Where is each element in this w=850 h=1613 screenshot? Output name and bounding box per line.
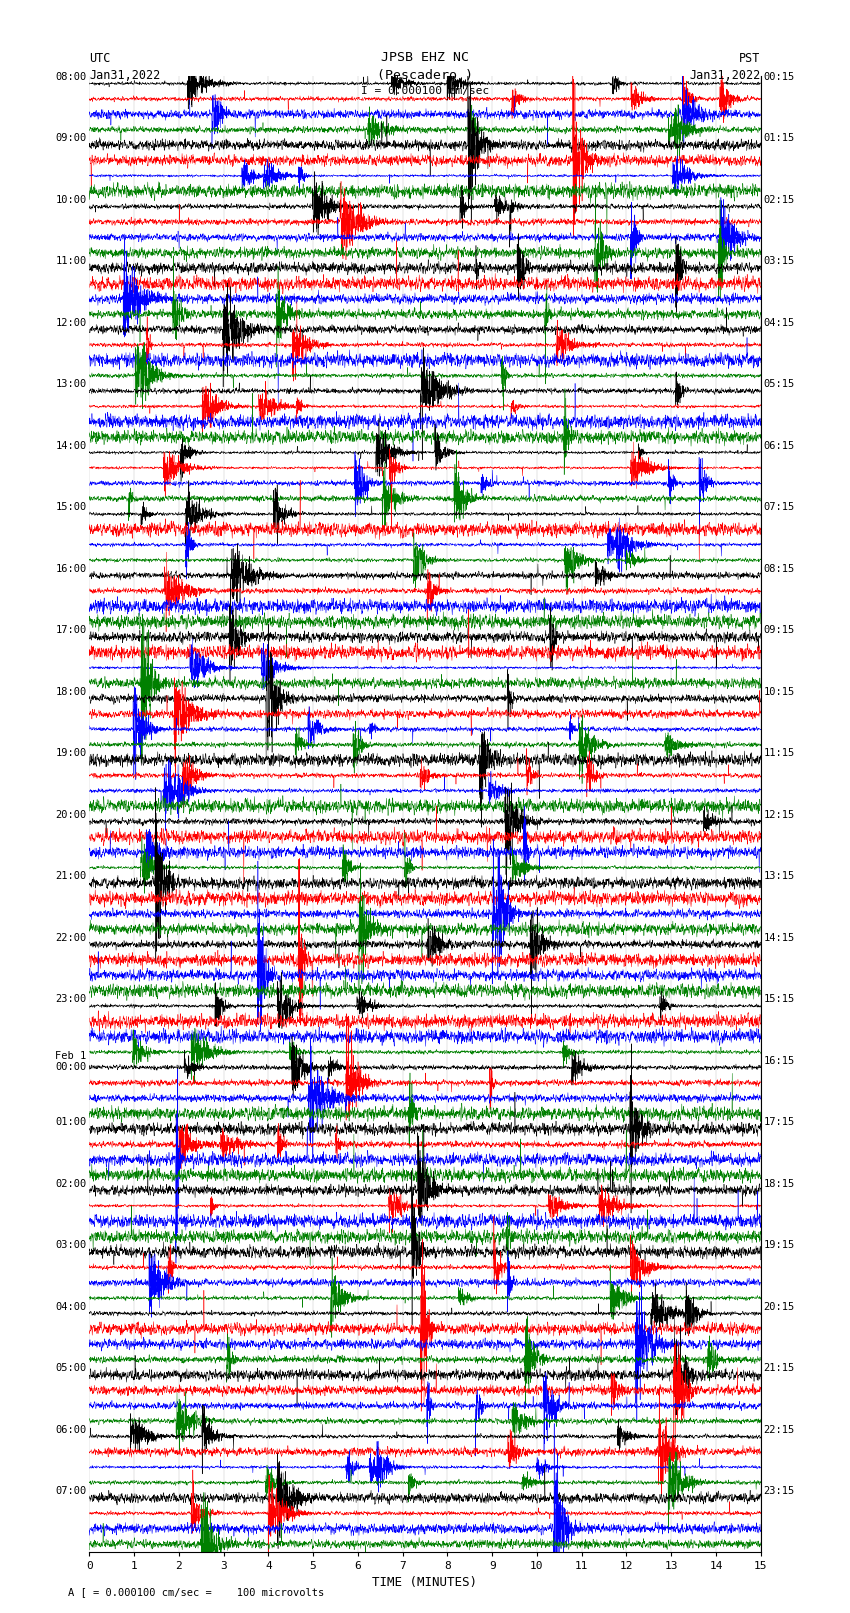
- Text: PST: PST: [740, 52, 761, 65]
- Text: Jan31,2022: Jan31,2022: [89, 69, 161, 82]
- Text: A [ = 0.000100 cm/sec =    100 microvolts: A [ = 0.000100 cm/sec = 100 microvolts: [68, 1587, 324, 1597]
- Text: I = 0.000100 cm/sec: I = 0.000100 cm/sec: [361, 85, 489, 97]
- Text: Jan31,2022: Jan31,2022: [689, 69, 761, 82]
- Text: UTC: UTC: [89, 52, 110, 65]
- X-axis label: TIME (MINUTES): TIME (MINUTES): [372, 1576, 478, 1589]
- Text: (Pescadero ): (Pescadero ): [377, 69, 473, 82]
- Text: JPSB EHZ NC: JPSB EHZ NC: [381, 50, 469, 65]
